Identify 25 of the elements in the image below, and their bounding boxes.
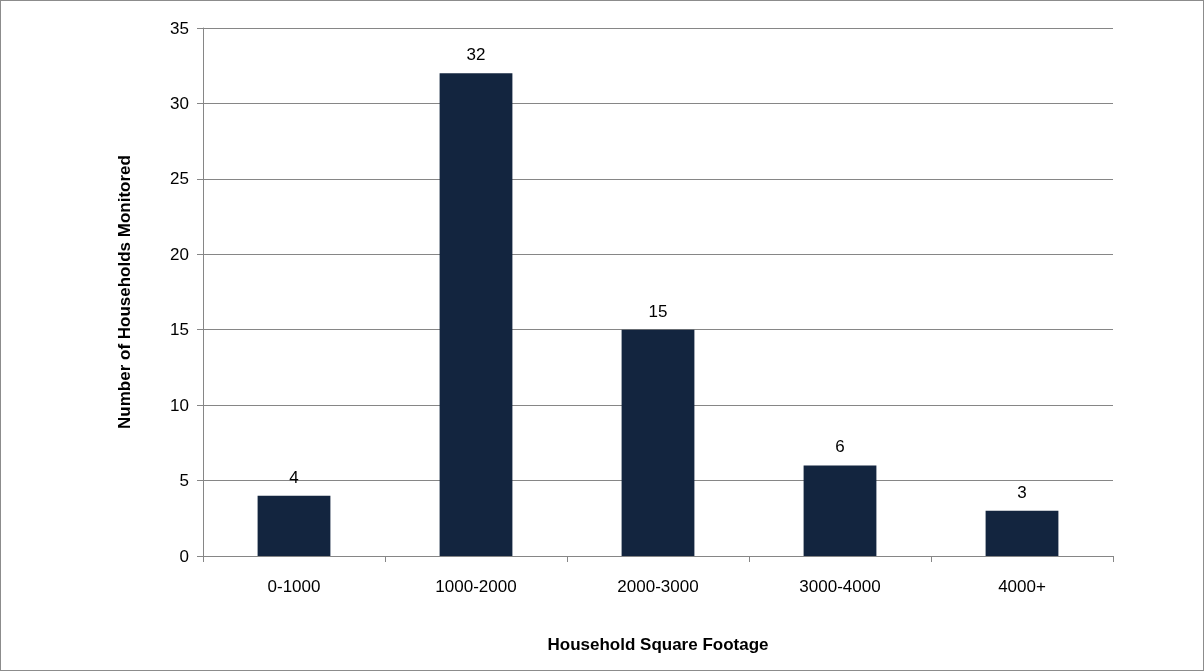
data-label: 32 (466, 45, 486, 65)
y-tick-label: 35 (170, 18, 189, 38)
bar (439, 73, 513, 556)
data-label: 4 (289, 467, 299, 487)
y-tick-label: 0 (179, 546, 189, 566)
x-tick-label: 0-1000 (267, 577, 321, 596)
data-label: 6 (835, 437, 845, 457)
y-tick-label: 15 (170, 320, 189, 340)
y-tick-label: 10 (170, 395, 189, 415)
bar (621, 329, 695, 556)
x-tick-label: 2000-3000 (617, 577, 699, 596)
bar (985, 510, 1059, 556)
x-tick-label: 4000+ (998, 577, 1046, 596)
y-tick-label: 30 (170, 93, 189, 113)
y-tick-label: 20 (170, 244, 189, 264)
y-axis-title: Number of Households Monitored (115, 155, 134, 429)
x-tick-label: 3000-4000 (799, 577, 881, 596)
x-tick-label: 1000-2000 (435, 577, 517, 596)
data-label: 15 (648, 301, 668, 321)
y-tick-label: 5 (179, 471, 189, 491)
data-label: 3 (1017, 482, 1027, 502)
x-axis-title: Household Square Footage (547, 635, 769, 654)
bar (803, 465, 877, 556)
y-tick-label: 25 (170, 169, 189, 189)
bar (257, 495, 331, 556)
